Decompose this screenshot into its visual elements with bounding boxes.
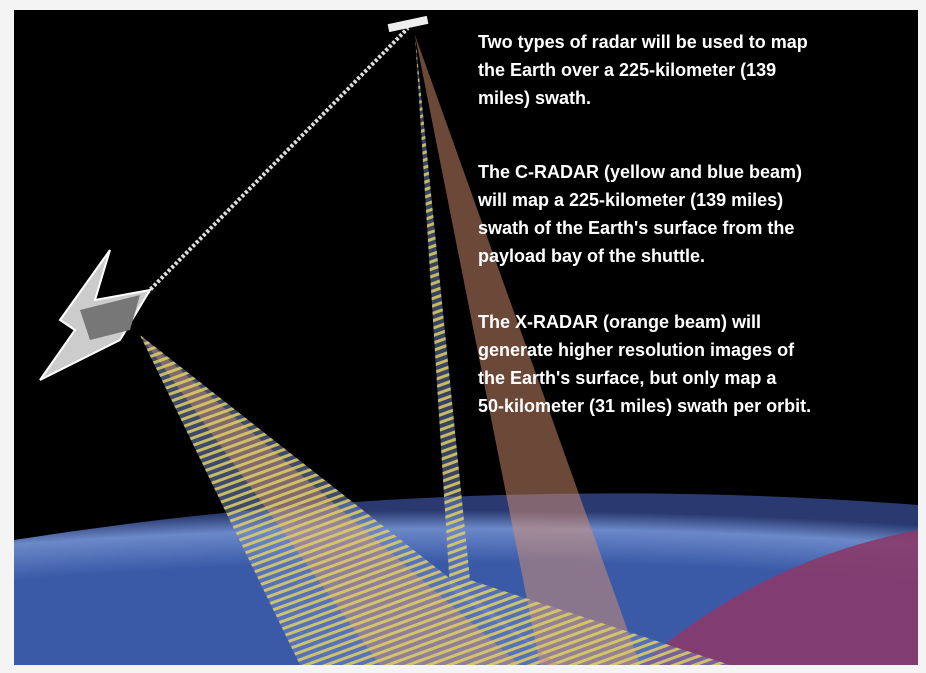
shuttle xyxy=(39,249,152,381)
caption-line: The C-RADAR (yellow and blue beam) xyxy=(478,162,802,182)
caption-line: miles) swath. xyxy=(478,88,591,108)
caption-line: The X-RADAR (orange beam) will xyxy=(478,312,761,332)
caption-line: generate higher resolution images of xyxy=(478,340,795,360)
antenna xyxy=(387,15,429,33)
x-radar-beam xyxy=(415,35,730,665)
caption-line: will map a 225-kilometer (139 miles) xyxy=(477,190,783,210)
caption-line: the Earth's surface, but only map a xyxy=(478,368,777,388)
caption-line: Two types of radar will be used to map xyxy=(478,32,808,52)
caption-line: payload bay of the shuttle. xyxy=(478,246,705,266)
caption-line: 50-kilometer (31 miles) swath per orbit. xyxy=(478,396,811,416)
caption-line: swath of the Earth's surface from the xyxy=(478,218,794,238)
caption: Two types of radar will be used to map th… xyxy=(477,32,811,416)
swath-region xyxy=(640,530,918,665)
caption-line: the Earth over a 225-kilometer (139 xyxy=(478,60,776,80)
mast xyxy=(138,26,410,302)
